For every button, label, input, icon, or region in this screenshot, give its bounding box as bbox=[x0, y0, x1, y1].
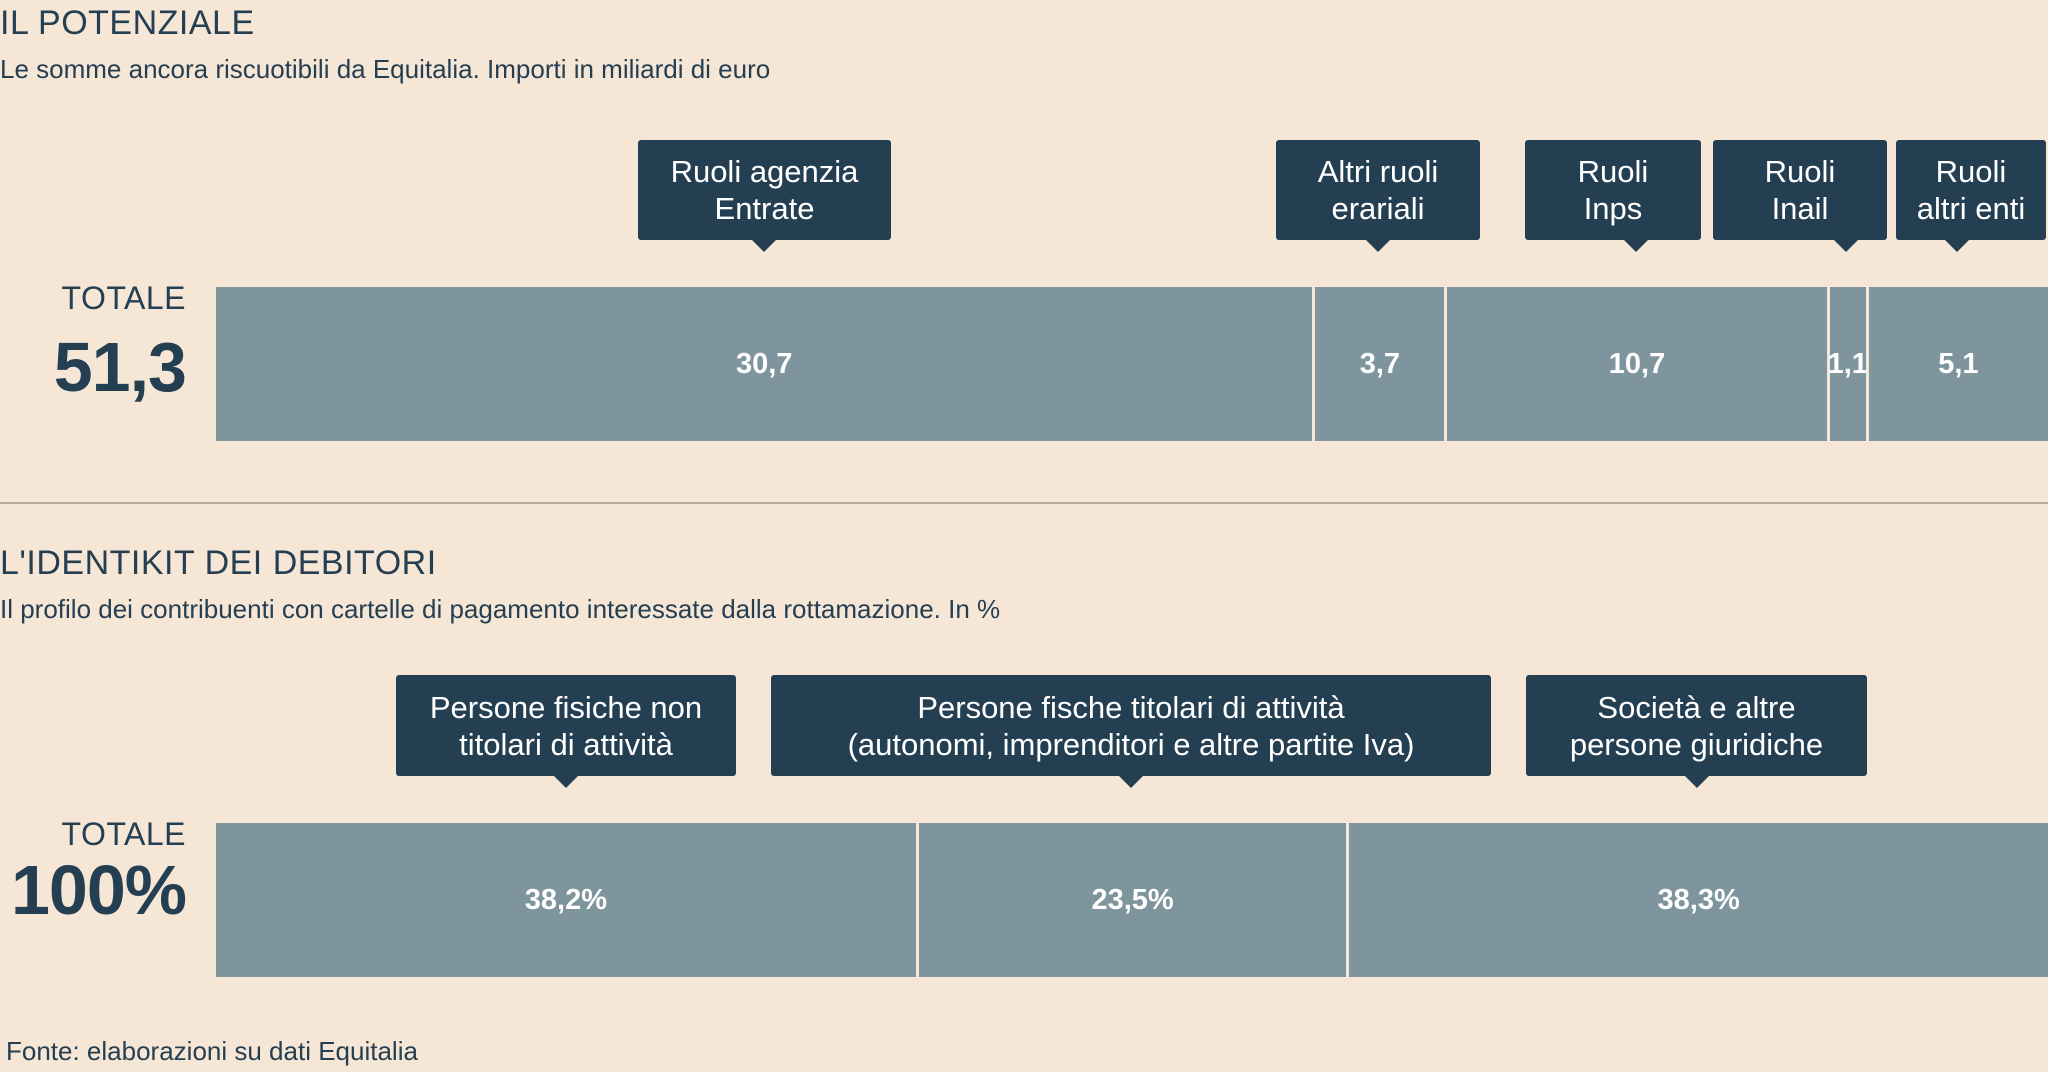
chart2-callout-2: Persone fische titolari di attività (auto… bbox=[771, 675, 1491, 776]
chart1-segment-2: 3,7 bbox=[1312, 287, 1444, 441]
chart1-callout-3-line-1: Ruoli bbox=[1577, 154, 1649, 189]
chart2-subtitle: Il profilo dei contribuenti con cartelle… bbox=[0, 594, 1001, 624]
chart1-segment-label-5: 5,1 bbox=[1938, 347, 1979, 380]
chart1-callout-1-line-1: Ruoli agenzia bbox=[670, 154, 859, 189]
chart2-stacked-bar: 38,2% 23,5% 38,3% bbox=[216, 823, 2048, 977]
chart1-title: IL POTENZIALE bbox=[0, 4, 255, 42]
chart1-callout-2-line-1: Altri ruoli bbox=[1317, 154, 1439, 189]
chart2-segment-label-3: 38,3% bbox=[1657, 883, 1740, 916]
chart1-segment-1: 30,7 bbox=[216, 287, 1312, 441]
chart2-callout-1-line-2: titolari di attività bbox=[459, 726, 673, 762]
chart2-total-value: 100% bbox=[10, 851, 187, 929]
chart1-total-value: 51,3 bbox=[53, 328, 187, 406]
chart2-segment-2: 23,5% bbox=[915, 823, 1347, 977]
chart2-callout-2-line-1: Persone fische titolari di attività bbox=[917, 689, 1345, 725]
chart1-segment-label-1: 30,7 bbox=[735, 347, 793, 380]
chart1-callout-2-line-2: erariali bbox=[1331, 191, 1425, 226]
chart1-segment-label-2: 3,7 bbox=[1359, 347, 1401, 380]
chart1-callout-4-line-1: Ruoli bbox=[1764, 154, 1836, 189]
chart1-callout-4-line-2: Inail bbox=[1771, 191, 1829, 226]
chart1-callout-2: Altri ruoli erariali bbox=[1276, 140, 1480, 240]
chart2-segment-label-2: 23,5% bbox=[1091, 883, 1174, 916]
chart2-segment-label-1: 38,2% bbox=[524, 883, 608, 916]
chart2-segment-1: 38,2% bbox=[216, 823, 916, 977]
chart2-callout-2-line-2: (autonomi, imprenditori e altre partite … bbox=[847, 726, 1415, 762]
chart1-segment-5: 5,1 bbox=[1865, 287, 2048, 441]
section-divider bbox=[0, 502, 2048, 504]
chart1-segment-4: 1,1 bbox=[1826, 287, 1868, 441]
chart2-title: L'IDENTIKIT DEI DEBITORI bbox=[0, 544, 437, 582]
chart1-callout-5: Ruoli altri enti bbox=[1896, 140, 2046, 240]
chart2-total-label: TOTALE bbox=[61, 816, 186, 852]
chart1-segment-label-3: 10,7 bbox=[1608, 347, 1666, 380]
chart2-callout-3-line-1: Società e altre bbox=[1597, 689, 1796, 725]
chart1-callout-5-line-2: altri enti bbox=[1916, 191, 2026, 226]
chart1-subtitle: Le somme ancora riscuotibili da Equitali… bbox=[0, 54, 771, 84]
source-note: Fonte: elaborazioni su dati Equitalia bbox=[6, 1036, 418, 1066]
chart2-callout-3-line-2: persone giuridiche bbox=[1569, 726, 1824, 762]
chart1-callout-3-line-2: Inps bbox=[1583, 191, 1643, 226]
chart2-segment-3: 38,3% bbox=[1346, 823, 2048, 977]
chart2-callout-1-line-1: Persone fisiche non bbox=[429, 689, 703, 725]
chart1-callout-3: Ruoli Inps bbox=[1525, 140, 1701, 240]
chart1-stacked-bar: 30,7 3,7 10,7 1,1 5,1 bbox=[216, 287, 2048, 441]
chart1-total-label: TOTALE bbox=[61, 280, 186, 316]
chart2-callout-1: Persone fisiche non titolari di attività bbox=[396, 675, 736, 776]
chart1-callout-1: Ruoli agenzia Entrate bbox=[638, 140, 891, 240]
chart1-segment-label-4: 1,1 bbox=[1827, 347, 1868, 380]
chart1-callout-5-line-1: Ruoli bbox=[1935, 154, 2007, 189]
chart1-segment-3: 10,7 bbox=[1444, 287, 1826, 441]
chart1-callout-4: Ruoli Inail bbox=[1713, 140, 1887, 240]
chart1-callout-1-line-2: Entrate bbox=[714, 191, 815, 226]
chart2-callout-3: Società e altre persone giuridiche bbox=[1526, 675, 1867, 776]
